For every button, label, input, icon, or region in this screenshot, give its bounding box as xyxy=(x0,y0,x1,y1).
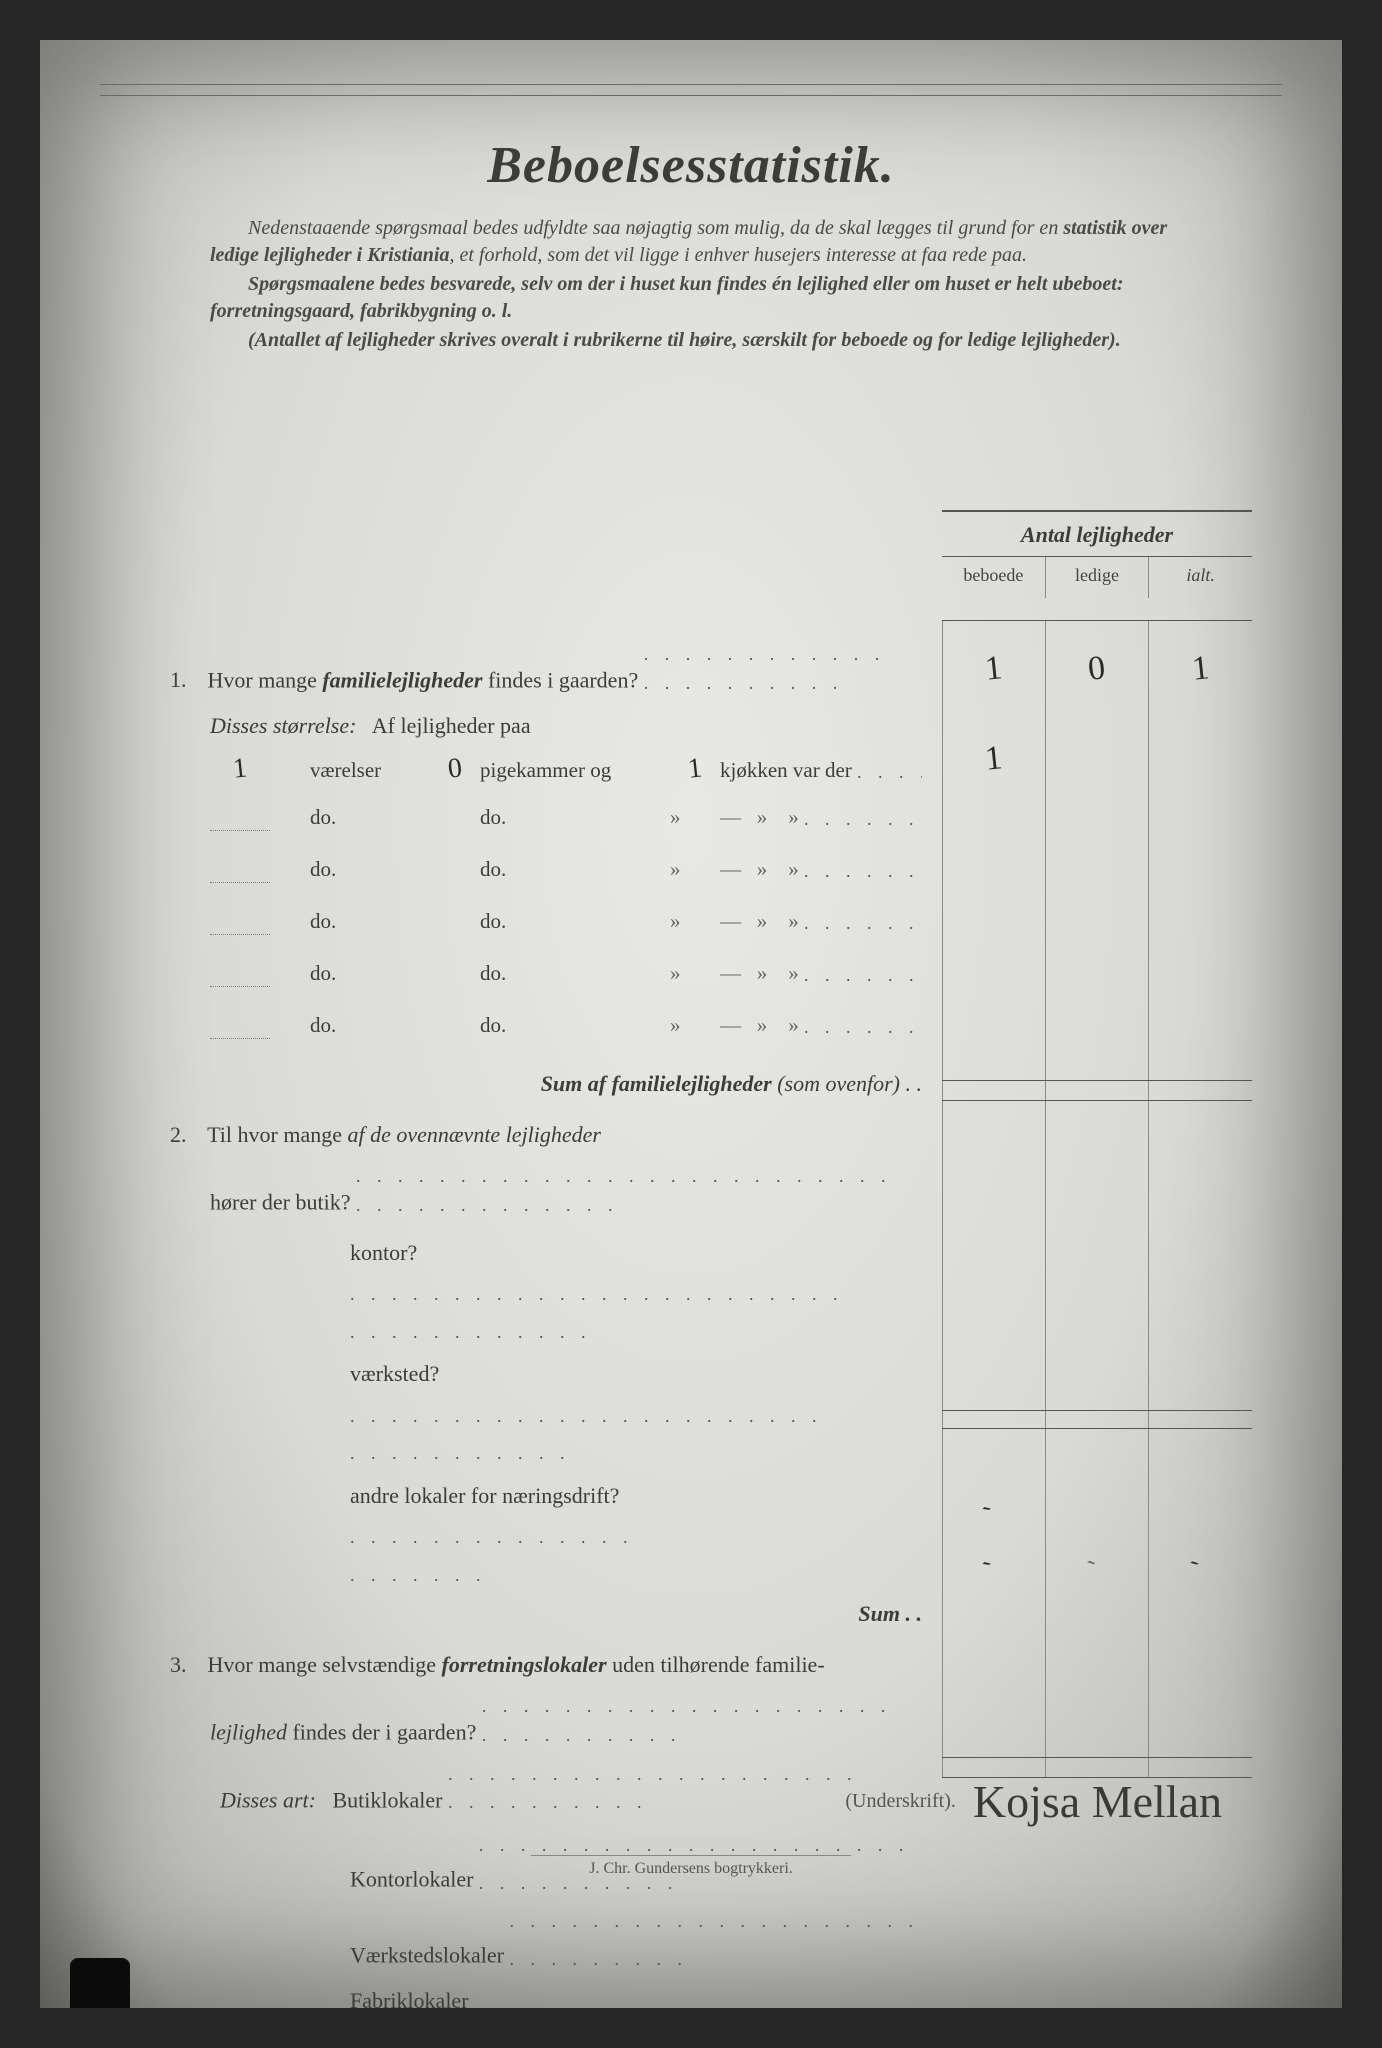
top-rule-2 xyxy=(100,95,1282,96)
printer-line: J. Chr. Gundersens bogtrykkeri. xyxy=(531,1855,851,1878)
q3-line2: lejlighed findes der i gaarden? . . . . … xyxy=(210,1692,922,1750)
q1-size-row-3: do. do. » — » » . . . . . . . . . . . xyxy=(170,857,922,909)
col-ledige: ledige xyxy=(1046,557,1150,598)
intro-paragraph: Nedenstaaende spørgsmaal bedes udfyldte … xyxy=(210,215,1192,354)
q1-sum-a: Sum af familielejligheder xyxy=(541,1071,772,1096)
q1-af: Af lejligheder paa xyxy=(372,713,531,738)
q3-l1: Butiklokaler xyxy=(332,1787,442,1812)
intro-p1-c: , et forhold, som det vil ligge i enhver… xyxy=(449,244,1027,266)
q1-size-row-5: do. do. » — » » . . . . . . . . . . . xyxy=(170,961,922,1013)
q1-do2: do. xyxy=(480,805,506,829)
q3-d: lejlighed xyxy=(210,1720,287,1745)
q1-kjokken: kjøkken var der xyxy=(720,758,852,782)
q1-do: do. xyxy=(310,805,336,829)
signature-value: Kojsa Mellan xyxy=(973,1776,1222,1827)
q2-sum-label: Sum . . xyxy=(858,1601,922,1626)
q2-num: 2. xyxy=(170,1117,202,1152)
q1-do4: do. xyxy=(310,909,336,933)
q1-do3b: do. xyxy=(480,857,506,881)
q3-c: uden tilhørende familie- xyxy=(607,1652,825,1677)
q1-pige: 0 xyxy=(446,753,463,786)
q1-size-row-4: do. do. » — » » . . . . . . . . . . . xyxy=(170,909,922,961)
q1-size-row-1: 1 værelser 0 pigekammer og 1 kjøkken var… xyxy=(170,753,922,805)
page-title: Beboelsesstatistik. xyxy=(100,136,1282,195)
q2-b: af de ovennævnte lejligheder xyxy=(347,1122,601,1147)
q2-sum: Sum . . xyxy=(170,1601,922,1627)
q2-l1: hører der butik? . . . . . . . . . . . .… xyxy=(210,1162,922,1220)
q3-l3: Værkstedslokaler xyxy=(350,1942,504,1967)
col-beboede: beboede xyxy=(942,557,1046,598)
q1-pigekammer: pigekammer og xyxy=(480,758,611,782)
top-rule-1 xyxy=(100,84,1282,85)
q1-size-row-2: do. do. » — » » . . . . . . . . . . . xyxy=(170,805,922,857)
questions: 1. Hvor mange familielejligheder findes … xyxy=(170,640,922,2008)
q3-a: Hvor mange selvstændige xyxy=(208,1652,442,1677)
page-content: Beboelsesstatistik. Nedenstaaende spørgs… xyxy=(100,80,1282,1948)
q1-kjok: 1 xyxy=(686,753,703,786)
intro-p1-a: Nedenstaaende spørgsmaal bedes udfyldte … xyxy=(248,217,1063,239)
q1-do5b: do. xyxy=(480,961,506,985)
q2-sub: kontor? . . . . . . . . . . . . . . . . … xyxy=(350,1230,922,1595)
q3-b: forretningslokaler xyxy=(442,1652,607,1677)
q1-b: familielejligheder xyxy=(322,667,482,692)
scanned-page: Beboelsesstatistik. Nedenstaaende spørgs… xyxy=(40,40,1342,2008)
q2-l4: andre lokaler for næringsdrift? xyxy=(350,1483,619,1508)
q1-do5: do. xyxy=(310,961,336,985)
q2-l3: værksted? xyxy=(350,1361,439,1386)
table-header: Antal lejligheder beboede ledige ialt. xyxy=(942,510,1252,598)
q1-rooms: 1 xyxy=(231,753,248,786)
q1-do6: do. xyxy=(310,1013,336,1037)
q1-sum: Sum af familielejligheder (som ovenfor) … xyxy=(170,1071,922,1097)
q3-e: findes der i gaarden? xyxy=(287,1720,476,1745)
q2: 2. Til hvor mange af de ovennævnte lejli… xyxy=(170,1117,922,1152)
table-header-title: Antal lejligheder xyxy=(942,512,1252,557)
signature-label: (Underskrift). xyxy=(845,1790,956,1812)
intro-p2-a: Spørgsmaalene bedes besvarede, selv om d… xyxy=(248,273,1124,295)
q1-do3: do. xyxy=(310,857,336,881)
q3: 3. Hvor mange selvstændige forretningslo… xyxy=(170,1647,922,1682)
q2-l1-label: hører der butik? xyxy=(210,1189,351,1214)
q1-vaerelser: værelser xyxy=(310,758,381,782)
q2-l2: kontor? xyxy=(350,1240,417,1265)
q1-num: 1. xyxy=(170,662,202,697)
q1-a: Hvor mange xyxy=(208,667,323,692)
q3-num: 3. xyxy=(170,1647,202,1682)
q2-a: Til hvor mange xyxy=(207,1122,347,1147)
q3-l4: Fabriklokaler xyxy=(350,1988,469,2008)
scanner-mark xyxy=(70,1958,130,2008)
q1-disses-label: Disses størrelse: xyxy=(210,713,356,738)
q3-disses-label: Disses art: xyxy=(220,1787,316,1812)
q3-l2: Kontorlokaler xyxy=(350,1867,473,1892)
q1-sum-b: (som ovenfor) . . xyxy=(772,1071,922,1096)
col-ialt: ialt. xyxy=(1149,557,1252,598)
q1-c: findes i gaarden? xyxy=(482,667,638,692)
q3-disses: Disses art: Butiklokaler . . . . . . . .… xyxy=(220,1760,922,1818)
table-grid xyxy=(942,620,1252,1778)
q1: 1. Hvor mange familielejligheder findes … xyxy=(170,640,922,698)
q1-do6b: do. xyxy=(480,1013,506,1037)
signature-block: (Underskrift). Kojsa Mellan xyxy=(845,1775,1222,1828)
intro-p3: (Antallet af lejligheder skrives overalt… xyxy=(248,329,1121,351)
intro-p2-b: forretningsgaard, fabrikbygning o. l. xyxy=(210,300,512,322)
q1-do4b: do. xyxy=(480,909,506,933)
q1-size-row-6: do. do. » — » » . . . . . . . . . . . xyxy=(170,1013,922,1065)
q1-disses: Disses størrelse: Af lejligheder paa xyxy=(210,708,922,743)
